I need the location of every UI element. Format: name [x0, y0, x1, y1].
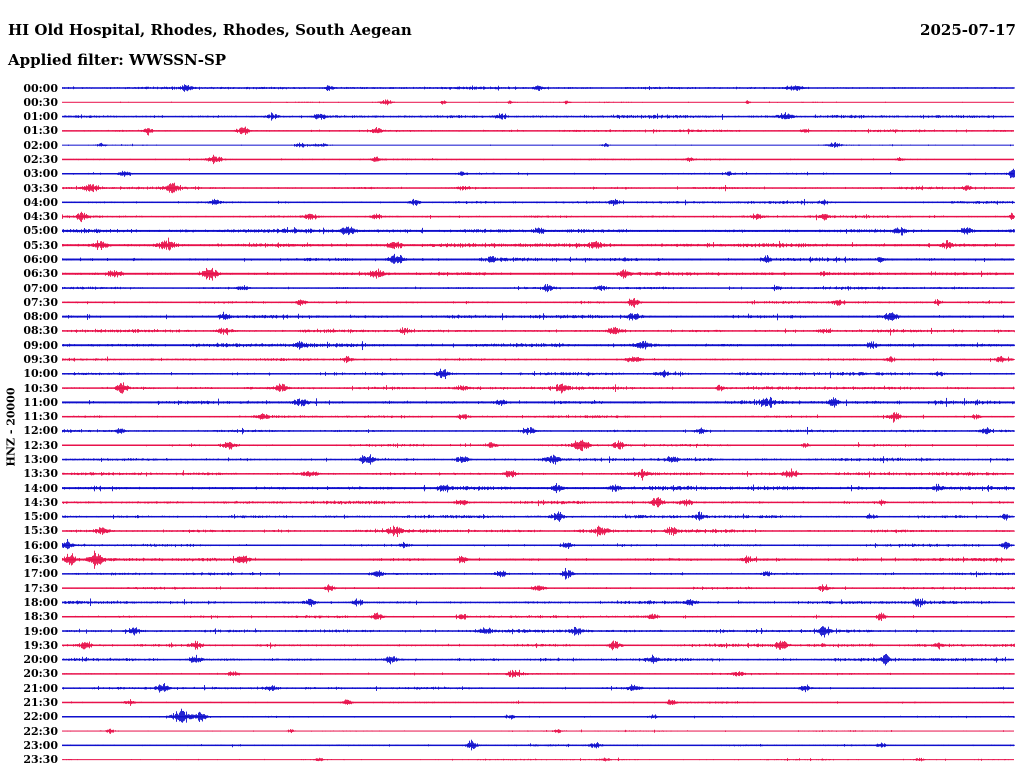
time-label: 07:30	[23, 295, 58, 309]
time-label: 01:30	[23, 124, 58, 138]
time-label: 22:30	[23, 724, 58, 738]
station-title: HI Old Hospital, Rhodes, Rhodes, South A…	[8, 21, 412, 39]
time-label: 00:30	[23, 95, 58, 109]
time-label: 15:30	[23, 524, 58, 538]
time-label: 09:30	[23, 353, 58, 366]
time-label: 22:00	[23, 710, 58, 724]
time-label: 06:00	[23, 252, 58, 266]
time-label: 11:30	[23, 410, 58, 424]
time-label: 12:30	[23, 438, 58, 452]
time-label: 07:00	[23, 281, 58, 295]
time-label: 02:30	[23, 152, 58, 166]
time-label: 13:30	[23, 467, 58, 481]
time-label: 20:00	[23, 653, 58, 667]
time-label: 23:00	[23, 738, 58, 752]
time-label: 19:00	[23, 624, 58, 638]
time-label: 15:00	[23, 510, 58, 524]
time-label: 08:00	[23, 310, 58, 324]
time-label: 04:00	[23, 195, 58, 209]
time-label: 01:00	[23, 110, 58, 124]
date-label: 2025-07-17	[920, 21, 1016, 39]
time-label: 23:30	[23, 753, 58, 767]
time-label: 05:00	[23, 224, 58, 238]
time-label: 18:30	[23, 610, 58, 624]
time-label: 03:00	[23, 167, 58, 181]
time-label: 18:00	[23, 595, 58, 609]
time-label: 12:00	[23, 424, 58, 438]
time-label: 21:30	[23, 695, 58, 709]
time-label: 11:00	[23, 395, 58, 409]
time-label: 10:30	[23, 381, 58, 395]
time-label: 16:00	[23, 538, 58, 552]
header-row: HI Old Hospital, Rhodes, Rhodes, South A…	[8, 21, 1016, 39]
time-label: 19:30	[23, 638, 58, 652]
time-label: 00:00	[23, 81, 58, 95]
time-label: 17:00	[23, 567, 58, 581]
time-label: 14:00	[23, 481, 58, 495]
time-label: 10:00	[23, 367, 58, 381]
time-label: 21:00	[23, 681, 58, 695]
time-label: 16:30	[23, 553, 58, 567]
time-label: 09:00	[23, 338, 58, 352]
time-label: 02:00	[23, 138, 58, 152]
time-label: 17:30	[23, 581, 58, 595]
time-label: 14:30	[23, 495, 58, 509]
filter-label: Applied filter: WWSSN-SP	[8, 51, 227, 69]
time-label: 03:30	[23, 181, 58, 195]
time-label: 06:30	[23, 267, 58, 281]
time-label: 13:00	[23, 453, 58, 467]
time-label: 08:30	[23, 324, 58, 338]
time-label: 20:30	[23, 667, 58, 681]
time-label: 04:30	[23, 210, 58, 224]
time-label: 05:30	[23, 238, 58, 252]
